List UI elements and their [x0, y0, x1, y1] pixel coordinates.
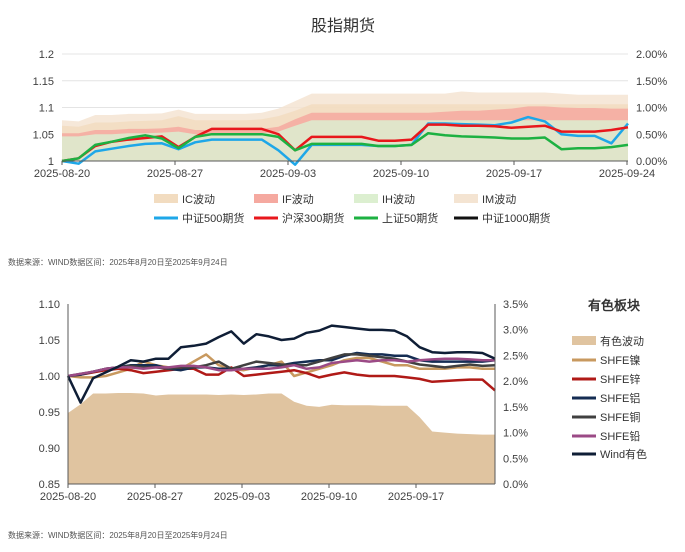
y-left-tick-label: 1.05 — [33, 129, 54, 141]
y-left-tick-label: 1.2 — [39, 49, 54, 61]
legend-label: SHFE铝 — [600, 391, 640, 405]
x-tick-label: 2025-08-20 — [34, 168, 90, 180]
y-right-tick-label: 1.5% — [503, 402, 528, 414]
y-left-tick-label: 0.90 — [39, 443, 60, 455]
line-series-5 — [66, 324, 496, 404]
index-futures-chart-svg: 股指期货 1 1.05 1.1 1.15 1.2 0.00% 0.50% 1.00% 1.50% 2… — [33, 17, 668, 225]
x-tick-label: 2025-08-27 — [147, 168, 203, 180]
legend-label: SHFE铅 — [600, 429, 640, 443]
chart-title: 有色板块 — [588, 298, 641, 313]
x-tick-label: 2025-09-24 — [599, 168, 655, 180]
y-left-tick-label: 1.00 — [39, 371, 60, 383]
source-note-1: 数据来源：WIND数据区间：2025年8月20日至2025年9月24日 — [8, 258, 228, 267]
y-right-tick-label: 2.5% — [503, 350, 528, 362]
line-series-4 — [67, 357, 495, 378]
y-right-tick-label: 0.50% — [636, 129, 667, 141]
chart-title: 股指期货 — [311, 17, 375, 35]
legend-label: SHFE铜 — [600, 410, 640, 424]
legend-label: IM波动 — [482, 193, 516, 206]
line-series-2 — [61, 131, 629, 163]
x-tick-label: 2025-08-20 — [40, 491, 96, 503]
x-tick-label: 2025-09-17 — [486, 168, 542, 180]
legend-label: 沪深300期货 — [282, 211, 344, 225]
y-left-tick-label: 1.05 — [39, 335, 60, 347]
x-tick-label: 2025-09-10 — [373, 168, 429, 180]
y-right-tick-label: 0.00% — [636, 156, 667, 168]
x-tick-label: 2025-08-27 — [127, 491, 183, 503]
index-futures-chart: 股指期货 1 1.05 1.1 1.15 1.2 0.00% 0.50% 1.00% 1.50% 2… — [0, 0, 685, 268]
y-right-tick-label: 0.0% — [503, 479, 528, 491]
legend-label: Wind有色 — [600, 447, 647, 461]
legend-label: 有色波动 — [600, 334, 644, 348]
y-right-tick-label: 1.0% — [503, 428, 528, 440]
y-right-tick-label: 0.5% — [503, 453, 528, 465]
legend-label: SHFE锌 — [600, 372, 640, 386]
legend-label: 中证500期货 — [182, 211, 244, 225]
y-right-tick-label: 2.0% — [503, 376, 528, 388]
y-left-tick-label: 1 — [48, 156, 54, 168]
y-right-tick-label: 2.00% — [636, 49, 667, 61]
area-series-2 — [62, 120, 628, 161]
legend-swatch — [354, 194, 378, 203]
y-right-tick-label: 3.5% — [503, 299, 528, 311]
y-left-tick-label: 1.10 — [39, 299, 60, 311]
source-note-2: 数据来源：WIND数据区间：2025年8月20日至2025年9月24日 — [8, 531, 228, 540]
line-series-1 — [67, 366, 496, 392]
y-left-tick-label: 0.95 — [39, 407, 60, 419]
legend-label: IH波动 — [382, 193, 415, 206]
x-tick-label: 2025-09-10 — [301, 491, 357, 503]
y-left-tick-label: 0.85 — [39, 479, 60, 491]
legend-swatch — [254, 194, 278, 203]
x-tick-label: 2025-09-17 — [388, 491, 444, 503]
area-series-0 — [68, 393, 495, 484]
x-tick-label: 2025-09-03 — [214, 491, 270, 503]
y-right-tick-label: 1.00% — [636, 103, 667, 115]
y-left-tick-label: 1.1 — [39, 103, 54, 115]
legend-label: IF波动 — [282, 193, 314, 206]
y-right-tick-label: 3.0% — [503, 325, 528, 337]
legend-label: 上证50期货 — [382, 211, 438, 225]
nonferrous-chart-svg: 有色板块 0.85 0.90 0.95 1.00 1.05 1.10 0.0% 0.5% 1.0%… — [39, 298, 647, 503]
line-series-3 — [67, 353, 496, 378]
y-right-tick-label: 1.50% — [636, 76, 667, 88]
legend-label: SHFE镍 — [600, 353, 640, 367]
nonferrous-chart: 有色板块 0.85 0.90 0.95 1.00 1.05 1.10 0.0% 0.5% 1.0%… — [0, 280, 685, 547]
legend-swatch — [154, 194, 178, 203]
legend-label: IC波动 — [182, 193, 215, 206]
legend-label: 中证1000期货 — [482, 211, 550, 225]
legend-swatch — [454, 194, 478, 203]
x-tick-label: 2025-09-03 — [260, 168, 316, 180]
legend-swatch — [572, 336, 596, 345]
y-left-tick-label: 1.15 — [33, 76, 54, 88]
